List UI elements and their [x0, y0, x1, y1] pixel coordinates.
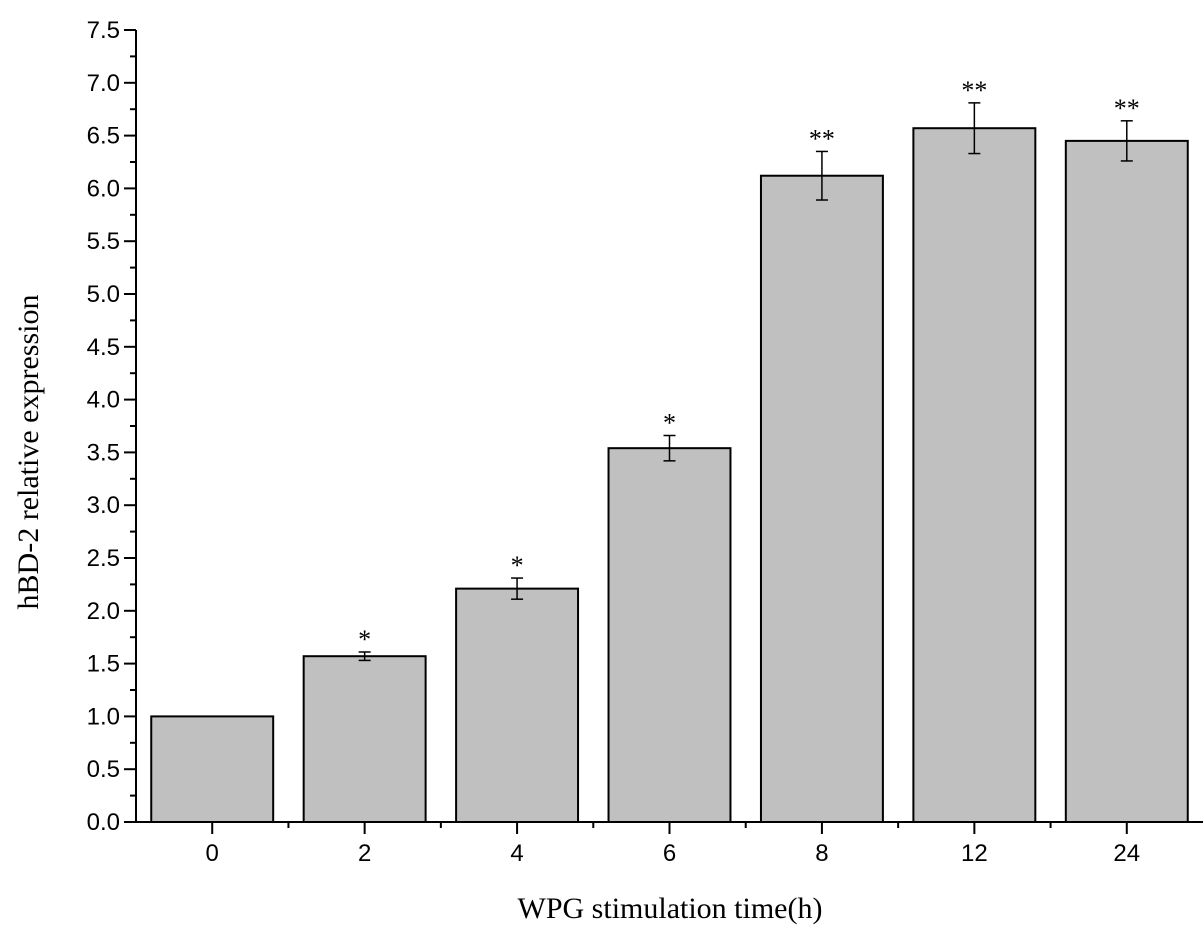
y-tick-label: 4.0: [87, 387, 120, 414]
x-tick-label-0: 0: [206, 840, 219, 867]
error-bar-6: [663, 434, 676, 462]
y-tick-label: 6.0: [87, 175, 120, 202]
y-tick-label: 5.5: [87, 228, 120, 255]
x-tick-label-24: 24: [1113, 840, 1140, 867]
error-bar-24: [1120, 120, 1133, 162]
y-tick-label: 2.5: [87, 545, 120, 572]
error-bar-2: [358, 651, 371, 662]
bar-8: [759, 174, 884, 823]
y-tick-label: 2.0: [87, 598, 120, 625]
y-tick-label: 1.0: [87, 703, 120, 730]
y-tick-label: 3.5: [87, 439, 120, 466]
significance-label-12: **: [961, 76, 987, 105]
y-tick-label: 0.5: [87, 756, 120, 783]
error-bar-8: [815, 150, 828, 201]
x-tick-label-4: 4: [510, 840, 523, 867]
bar-12: [912, 127, 1037, 823]
axes-layer: 0 2 4 6 8 12 240.00.51.01.52.02.53.03.54.04.55…: [87, 17, 1203, 867]
y-tick-label: 5.0: [87, 281, 120, 308]
bar-2: [302, 655, 427, 824]
x-axis-title: WPG stimulation time(h): [518, 892, 823, 925]
bar-6: [607, 447, 732, 823]
y-axis-title: hBD-2 relative expression: [12, 295, 45, 610]
y-tick-label: 7.5: [87, 17, 120, 44]
bar-4: [455, 587, 580, 824]
bar-24: [1064, 139, 1189, 823]
bars-layer: *********: [150, 76, 1189, 824]
significance-label-4: *: [511, 551, 524, 580]
significance-label-2: *: [358, 625, 371, 654]
x-tick-label-6: 6: [663, 840, 676, 867]
y-tick-label: 0.0: [87, 809, 120, 836]
y-tick-label: 6.5: [87, 123, 120, 150]
x-tick-label-8: 8: [815, 840, 828, 867]
y-tick-label: 1.5: [87, 651, 120, 678]
error-bar-4: [511, 577, 524, 600]
x-tick-label-12: 12: [961, 840, 988, 867]
y-tick-label: 4.5: [87, 334, 120, 361]
y-tick-label: 3.0: [87, 492, 120, 519]
significance-label-6: *: [663, 409, 676, 438]
significance-label-8: **: [809, 124, 835, 153]
x-tick-label-2: 2: [358, 840, 371, 867]
error-bar-12: [968, 102, 981, 155]
bar-0: [150, 715, 275, 824]
significance-label-24: **: [1114, 94, 1140, 123]
y-tick-label: 7.0: [87, 70, 120, 97]
